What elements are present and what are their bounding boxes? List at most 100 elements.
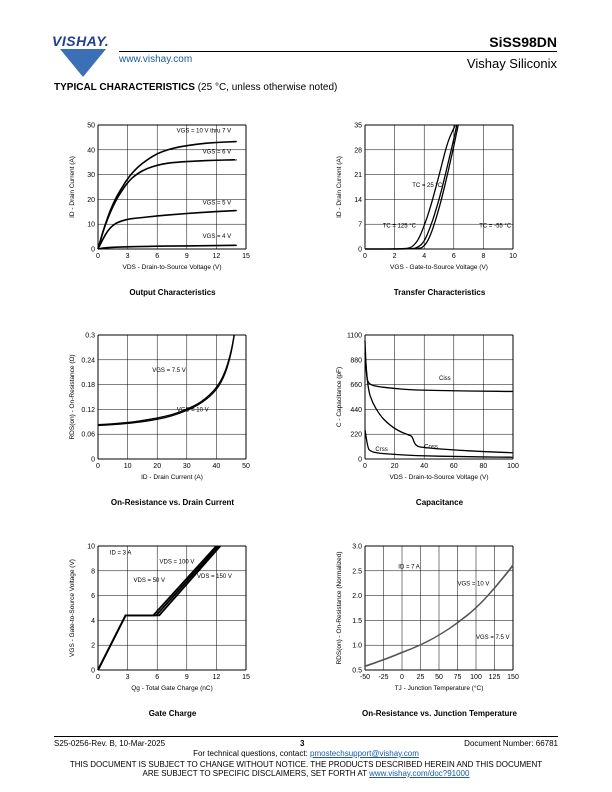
y-tick-label: 8	[91, 568, 95, 575]
contact-line: For technical questions, contact: pmoste…	[0, 749, 612, 758]
series-line-4	[97, 244, 237, 250]
series-line-3	[97, 209, 237, 250]
caption-onres: On-Resistance vs. Drain Current	[110, 498, 235, 507]
chart-output: 0 3 6 9 12 15 0 10 20 30 40 50 VDS - Drain-to-Source…	[69, 123, 250, 272]
curve-label: TC = -55 °C	[479, 224, 512, 230]
curve-label: TC = 125 °C	[383, 224, 417, 230]
x-tick-label: 25	[417, 674, 425, 681]
part-number: SiSS98DN	[489, 34, 557, 50]
y-tick-label: 0.18	[81, 382, 95, 389]
x-tick-label: 8	[481, 253, 485, 260]
section-note: (25 °C, unless otherwise noted)	[194, 82, 338, 93]
y-axis-label: ID - Drain Current (A)	[69, 156, 76, 218]
disclaimer-link[interactable]: www.vishay.com/doc?91000	[369, 769, 470, 778]
series-line-1	[364, 340, 514, 393]
y-tick-label: 0.5	[352, 668, 362, 675]
y-tick-label: 0	[91, 457, 95, 464]
y-tick-label: 6	[91, 593, 95, 600]
y-tick-label: 2.0	[352, 593, 362, 600]
x-tick-label: 10	[124, 463, 132, 470]
chart-onres: 0 10 20 30 40 50 0 0.06 0.12 0.18 0.24 0.3 ID - Drai…	[69, 333, 250, 482]
x-axis-label: TJ - Junction Temperature (°C)	[395, 684, 484, 692]
website-link[interactable]: www.vishay.com	[119, 54, 193, 65]
logo-text: VISHAY.	[52, 33, 110, 49]
y-tick-label: 14	[354, 197, 362, 204]
series-line-2	[97, 158, 237, 250]
doc-revision: S25-0256-Rev. B, 10-Mar-2025	[54, 739, 166, 748]
y-tick-label: 1.0	[352, 643, 362, 650]
x-tick-label: -50	[360, 674, 370, 681]
y-tick-label: 2.5	[352, 568, 362, 575]
y-tick-label: 35	[354, 123, 362, 130]
y-tick-label: 440	[350, 407, 362, 414]
series-line-1	[97, 334, 235, 426]
caption-gate-charge: Gate Charge	[148, 709, 197, 718]
y-tick-label: 0.12	[81, 407, 95, 414]
series-line-3	[365, 124, 459, 250]
curve-label: ID = 7 A	[398, 564, 420, 570]
y-tick-label: 28	[354, 147, 362, 154]
logo-triangle-icon	[60, 49, 106, 77]
contact-prefix: For technical questions, contact:	[193, 749, 311, 758]
x-tick-label: 40	[420, 463, 428, 470]
x-axis-label: VGS - Gate-to-Source Voltage (V)	[390, 264, 488, 271]
chart-onres-temp: -50 -25 0 25 50 75 100 125 150 0.5 1.0 1.5 2.0 2.5 3.0…	[336, 544, 519, 693]
x-axis-label: VDS - Drain-to-Source Voltage (V)	[123, 264, 222, 271]
y-axis-label: C - Capacitance (pF)	[336, 367, 343, 427]
y-tick-label: 0	[91, 668, 95, 675]
y-axis-label: RDS(on) - On-Resistance (Normalized)	[336, 551, 343, 664]
x-tick-label: 6	[155, 674, 159, 681]
x-tick-label: 0	[363, 253, 367, 260]
x-tick-label: 0	[96, 253, 100, 260]
document-number: Document Number: 66781	[464, 739, 558, 748]
curve-label: VDS = 50 V	[134, 578, 166, 584]
x-tick-label: 6	[155, 253, 159, 260]
x-tick-label: 0	[96, 674, 100, 681]
curve-label: VDS = 100 V	[160, 559, 195, 565]
y-tick-label: 0	[358, 247, 362, 254]
curve-label: VGS = 10 V thru 7 V	[177, 128, 232, 134]
x-tick-label: 0	[363, 463, 367, 470]
curve-label: VGS = 4 V	[203, 234, 232, 240]
caption-capacitance: Capacitance	[415, 498, 464, 507]
x-tick-label: 60	[450, 463, 458, 470]
x-tick-label: 12	[213, 674, 221, 681]
x-tick-label: 10	[509, 253, 517, 260]
x-tick-label: 3	[126, 253, 130, 260]
x-tick-label: 4	[422, 253, 426, 260]
contact-email-link[interactable]: pmostechsupport@vishay.com	[310, 749, 419, 758]
series-line-1	[365, 124, 458, 250]
y-tick-label: 30	[87, 172, 95, 179]
x-tick-label: 125	[489, 674, 501, 681]
notice-prefix: ARE SUBJECT TO SPECIFIC DISCLAIMERS, SET…	[142, 769, 370, 778]
x-tick-label: 6	[452, 253, 456, 260]
caption-transfer: Transfer Characteristics	[393, 288, 486, 297]
caption-output: Output Characteristics	[129, 288, 216, 297]
x-tick-label: 50	[435, 674, 443, 681]
series-line-2	[364, 352, 514, 454]
x-tick-label: 75	[454, 674, 462, 681]
x-tick-label: 9	[185, 674, 189, 681]
curve-label: Crss	[375, 447, 387, 453]
chart-transfer: 0 2 4 6 8 10 0 7 14 21 28 35 VGS - Gate-to-Source Vo…	[336, 123, 517, 272]
y-tick-label: 880	[350, 357, 362, 364]
y-tick-label: 50	[87, 123, 95, 130]
section-title: TYPICAL CHARACTERISTICS (25 °C, unless o…	[54, 82, 337, 93]
x-tick-label: 40	[213, 463, 221, 470]
curve-label: Coss	[424, 444, 438, 450]
x-axis-label: Qg - Total Gate Charge (nC)	[131, 685, 213, 692]
x-tick-label: 150	[507, 674, 519, 681]
x-tick-label: 9	[185, 253, 189, 260]
y-tick-label: 220	[350, 432, 362, 439]
y-axis-label: ID - Drain Current (A)	[336, 156, 343, 218]
curve-label: VGS = 10 V	[177, 407, 209, 413]
x-tick-label: 12	[213, 253, 221, 260]
y-tick-label: 3.0	[352, 544, 362, 551]
y-tick-label: 0.24	[81, 357, 95, 364]
x-tick-label: 100	[507, 463, 519, 470]
footer-rule	[54, 736, 558, 737]
y-tick-label: 660	[350, 382, 362, 389]
x-tick-label: 15	[242, 674, 250, 681]
x-tick-label: 2	[393, 253, 397, 260]
series-line-2	[97, 334, 235, 427]
